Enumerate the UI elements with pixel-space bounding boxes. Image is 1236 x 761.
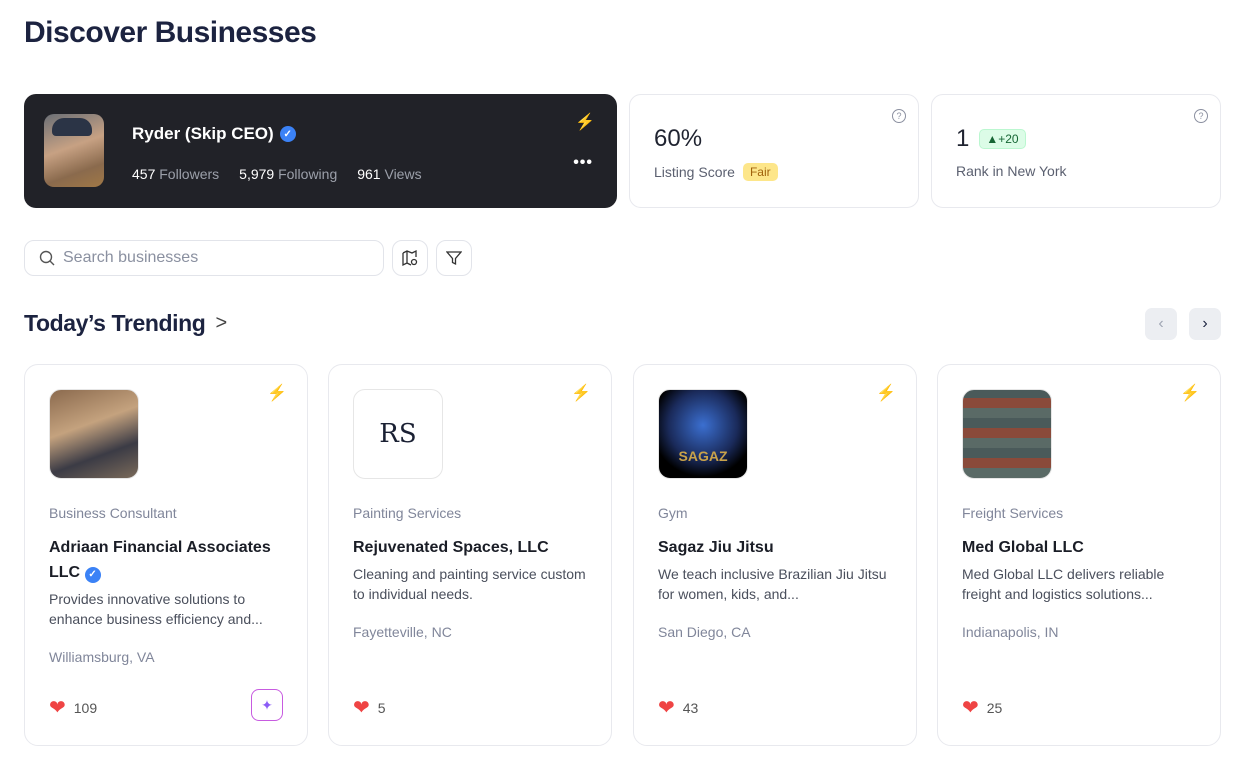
like-button[interactable]: ❤ 5 (353, 697, 386, 719)
heart-icon: ❤ (962, 697, 979, 719)
rank-value: 1 (956, 125, 970, 152)
heart-icon: ❤ (353, 697, 370, 719)
lightning-icon: ⚡ (1180, 385, 1200, 402)
business-name[interactable]: Med Global LLC (962, 539, 1084, 556)
search-input[interactable] (63, 249, 363, 267)
map-icon (402, 249, 418, 267)
search-bar (24, 240, 384, 276)
business-category: Business Consultant (49, 505, 177, 521)
heart-icon: ❤ (658, 697, 675, 719)
filter-icon (446, 251, 462, 266)
map-button[interactable] (392, 240, 428, 276)
ai-sparkle-button[interactable]: ✦ (251, 689, 283, 721)
listing-score-label: Listing Score (654, 164, 735, 180)
prev-button[interactable]: ‹ (1145, 308, 1177, 340)
lightning-icon: ⚡ (876, 385, 896, 402)
business-location: Williamsburg, VA (49, 649, 155, 665)
business-category: Painting Services (353, 505, 462, 521)
status-badge: Fair (742, 163, 778, 181)
business-name[interactable]: Rejuvenated Spaces, LLC (353, 539, 549, 556)
like-button[interactable]: ❤ 109 (49, 697, 98, 719)
help-icon[interactable]: ? (892, 109, 906, 123)
business-logo: SAGAZ (658, 389, 748, 479)
next-button[interactable]: › (1189, 308, 1221, 340)
business-description: Cleaning and painting service custom to … (353, 566, 586, 602)
chevron-right-icon: > (215, 312, 227, 334)
business-description: Provides innovative solutions to enhance… (49, 591, 263, 627)
verified-icon: ✓ (84, 566, 101, 583)
followers-stat[interactable]: 457 Followers (132, 166, 220, 182)
business-name[interactable]: Adriaan Financial Associates LLC (49, 539, 271, 581)
business-logo: RS (353, 389, 443, 479)
avatar (44, 114, 104, 187)
page-title: Discover Businesses (24, 16, 317, 49)
lightning-icon: ⚡ (267, 385, 287, 402)
trending-heading[interactable]: Today’s Trending > (24, 310, 227, 336)
business-logo (49, 389, 139, 479)
business-category: Freight Services (962, 505, 1064, 521)
business-logo (962, 389, 1052, 479)
business-location: Indianapolis, IN (962, 624, 1059, 640)
like-button[interactable]: ❤ 43 (658, 697, 699, 719)
business-category: Gym (658, 505, 688, 521)
lightning-icon: ⚡ (575, 114, 595, 131)
filter-button[interactable] (436, 240, 472, 276)
profile-name: Ryder (Skip CEO) (132, 124, 274, 143)
search-icon (39, 250, 55, 266)
help-icon[interactable]: ? (1194, 109, 1208, 123)
business-name[interactable]: Sagaz Jiu Jitsu (658, 539, 774, 556)
business-card[interactable]: ⚡ Freight Services Med Global LLC Med Gl… (937, 364, 1221, 746)
business-location: Fayetteville, NC (353, 624, 452, 640)
verified-icon: ✓ (279, 126, 296, 142)
more-options-button[interactable]: ••• (573, 154, 593, 171)
rank-label: Rank in New York (956, 163, 1067, 179)
business-location: San Diego, CA (658, 624, 751, 640)
lightning-icon: ⚡ (571, 385, 591, 402)
sparkle-icon: ✦ (261, 696, 273, 713)
business-card[interactable]: RS ⚡ Painting Services Rejuvenated Space… (328, 364, 612, 746)
profile-card[interactable]: Ryder (Skip CEO) ✓ 457 Followers 5,979 Fo… (24, 94, 617, 208)
business-description: Med Global LLC delivers reliable freight… (962, 566, 1165, 602)
heart-icon: ❤ (49, 697, 66, 719)
listing-score-card: ? 60% Listing Score Fair (629, 94, 919, 208)
business-card[interactable]: SAGAZ ⚡ Gym Sagaz Jiu Jitsu We teach inc… (633, 364, 917, 746)
like-button[interactable]: ❤ 25 (962, 697, 1003, 719)
views-stat: 961 Views (357, 166, 422, 182)
rank-change-badge: ▲+20 (979, 129, 1026, 149)
listing-score-value: 60% (654, 125, 703, 152)
rank-card: ? 1 ▲+20 Rank in New York (931, 94, 1221, 208)
business-description: We teach inclusive Brazilian Jiu Jitsu f… (658, 566, 887, 602)
business-card[interactable]: ⚡ Business Consultant Adriaan Financial … (24, 364, 308, 746)
following-stat[interactable]: 5,979 Following (239, 166, 338, 182)
